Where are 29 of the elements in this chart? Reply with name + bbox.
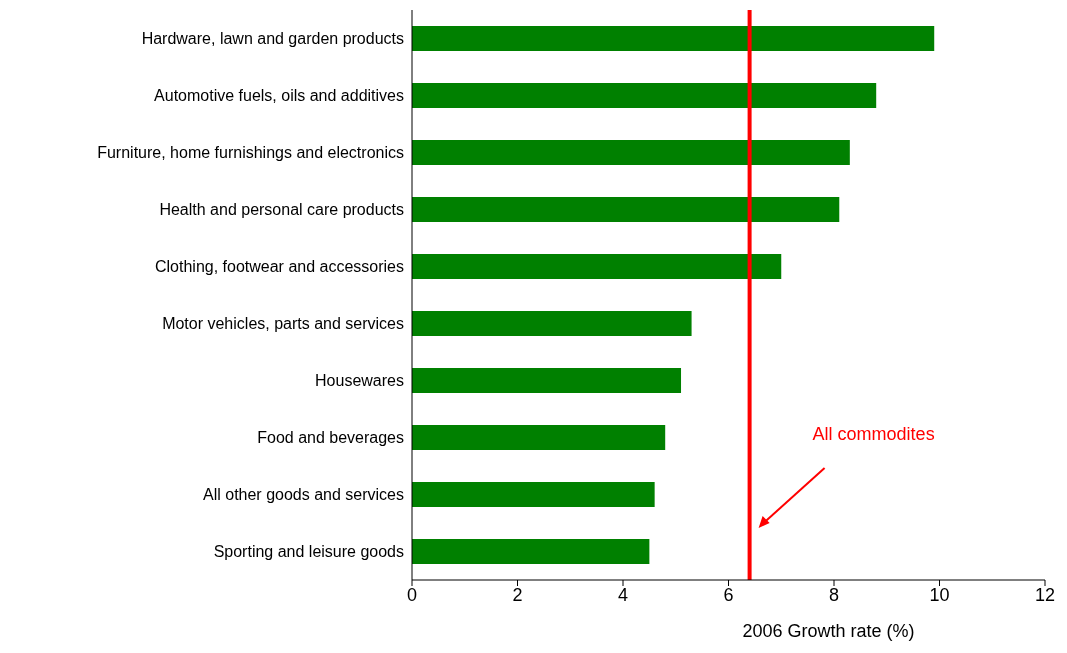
x-tick-label: 4 [617, 584, 629, 605]
y-tick-label: Sporting and leisure goods [213, 543, 404, 561]
x-tick-label: 0 [406, 584, 418, 605]
y-tick-label: Health and personal care products [159, 201, 404, 219]
y-tick-label: Hardware, lawn and garden products [141, 30, 404, 48]
y-tick-label: Automotive fuels, oils and additives [154, 87, 404, 105]
bar [412, 196, 840, 222]
y-tick-label: All other goods and services [203, 486, 404, 504]
y-tick-label: Clothing, footwear and accessories [154, 258, 404, 276]
y-tick-label: Food and beverages [257, 429, 404, 447]
bar [412, 82, 877, 108]
bar [412, 538, 650, 564]
ref-line-label: All commodites [812, 424, 935, 444]
bar [412, 310, 692, 336]
bar [412, 367, 682, 393]
x-tick-label: 6 [723, 584, 734, 605]
y-tick-label: Housewares [315, 372, 404, 390]
bar [412, 424, 666, 450]
x-tick-label: 2 [512, 584, 523, 605]
bar [412, 139, 850, 165]
x-tick-label: 12 [1034, 584, 1056, 605]
y-tick-label: Motor vehicles, parts and services [162, 315, 404, 333]
x-tick-label: 8 [828, 584, 840, 605]
x-axis-title: 2006 Growth rate (%) [742, 621, 915, 641]
bar [412, 253, 782, 279]
y-tick-label: Furniture, home furnishings and electronics [97, 144, 404, 162]
x-tick-label: 10 [929, 584, 950, 605]
bar [412, 481, 655, 507]
bar [412, 25, 935, 51]
